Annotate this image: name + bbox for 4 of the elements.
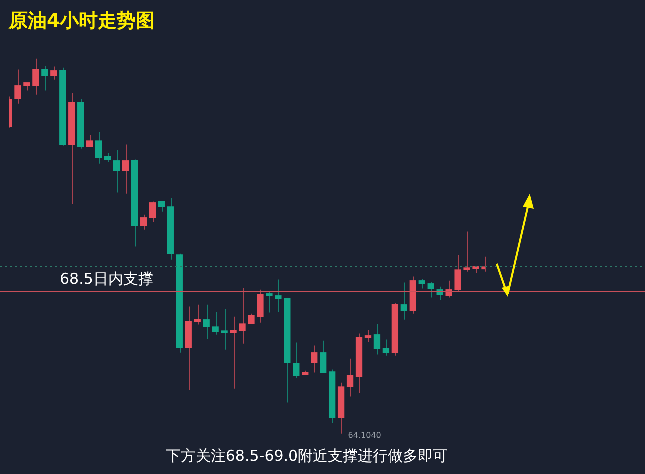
text: 下方关注68.5-69.0附近支撑进行做多即可 [166,446,448,465]
annotation: 64.1040 [348,430,382,440]
chart-title: 原油4小时走势图 [9,9,156,34]
ref-line-label: 68.5日内支撑 [60,270,154,288]
